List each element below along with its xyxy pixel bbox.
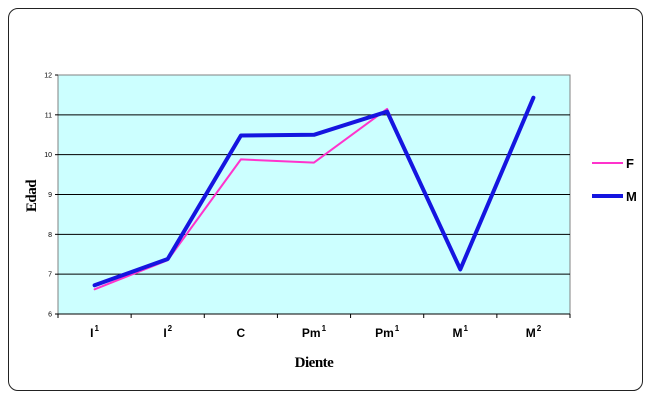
y-tick-label: 7 xyxy=(48,272,52,279)
gridlines xyxy=(58,114,570,275)
y-axis-ticks: 6 7 8 9 10 11 12 xyxy=(44,73,58,319)
x-tick-label-base: I xyxy=(163,326,166,340)
x-tick-label-superscript: 1 xyxy=(95,324,100,333)
series-line-M xyxy=(92,95,536,288)
y-tick-label: 12 xyxy=(44,73,52,80)
y-tick-label: 10 xyxy=(44,152,52,159)
y-tick-label: 11 xyxy=(45,112,52,119)
x-axis-title: Diente xyxy=(295,355,334,371)
y-tick-label: 6 xyxy=(48,312,52,319)
y-axis-title: Edad xyxy=(24,179,40,212)
x-tick-label-superscript: 2 xyxy=(537,324,542,333)
x-tick-label-superscript: 1 xyxy=(322,324,327,333)
x-tick-label: I1 xyxy=(90,324,99,340)
legend-label-F: F xyxy=(626,156,634,171)
x-tick-label: M2 xyxy=(526,324,542,340)
x-axis-ticks: I1 I2 C Pm1 Pm1 M1 M2 xyxy=(57,314,571,340)
legend: FM xyxy=(592,156,637,204)
x-tick-label-superscript: 2 xyxy=(168,324,173,333)
y-tick-label: 8 xyxy=(48,232,52,239)
x-tick-label: M1 xyxy=(453,324,469,340)
x-tick-label-base: M xyxy=(526,326,536,340)
x-tick-label-base: I xyxy=(90,326,93,340)
x-tick-label-base: Pm xyxy=(302,326,321,340)
legend-label-M: M xyxy=(626,189,637,204)
x-tick-label-base: Pm xyxy=(375,326,394,340)
x-tick-label: C xyxy=(237,326,246,340)
x-tick-label: Pm1 xyxy=(375,324,400,340)
x-tick-label-superscript: 1 xyxy=(395,324,400,333)
x-tick-label-base: M xyxy=(453,326,463,340)
x-tick-label-base: C xyxy=(237,326,246,340)
y-tick-label: 9 xyxy=(48,192,52,199)
series-lines xyxy=(92,95,536,291)
x-tick-label-superscript: 1 xyxy=(464,324,469,333)
x-tick-label: Pm1 xyxy=(302,324,327,340)
x-tick-label: I2 xyxy=(163,324,172,340)
